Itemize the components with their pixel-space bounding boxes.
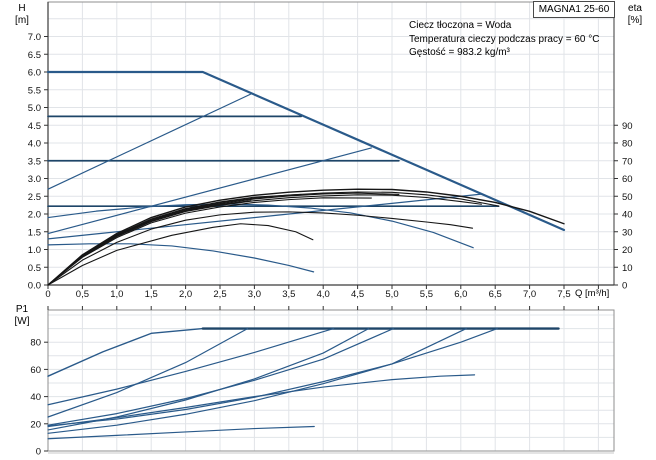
h-axis-unit-symbol: H bbox=[18, 3, 26, 14]
curve-eta-pp-2 bbox=[47, 197, 372, 286]
curve-prop-pressure-3 bbox=[47, 93, 252, 190]
curve-eta-speed-I bbox=[47, 223, 314, 286]
q-tick-label: 6,5 bbox=[489, 289, 502, 300]
eta-tick-label: 70 bbox=[622, 156, 633, 167]
h-tick-label: 1.5 bbox=[28, 227, 41, 238]
curve-p1-cp-2.25 bbox=[47, 328, 498, 427]
q-axis-label: Q [m³/h] bbox=[575, 288, 610, 299]
q-tick-label: 0 bbox=[45, 289, 50, 300]
h-tick-label: 4.0 bbox=[28, 139, 41, 150]
q-tick-label: 2,5 bbox=[213, 289, 226, 300]
eta-tick-label: 0 bbox=[622, 281, 627, 292]
p1-axis-unit-symbol: P1 bbox=[15, 304, 29, 315]
eta-tick-label: 50 bbox=[622, 192, 633, 203]
h-tick-label: 3.0 bbox=[28, 174, 41, 185]
eta-axis-unit-symbol: eta bbox=[628, 3, 642, 14]
p1-axis-unit: P1 [W] bbox=[4, 304, 40, 328]
h-tick-label: 2.5 bbox=[28, 192, 41, 203]
h-tick-label: 5.0 bbox=[28, 103, 41, 114]
q-tick-label: 2,0 bbox=[179, 289, 192, 300]
q-tick-label: 6,0 bbox=[454, 289, 467, 300]
curve-eta-max bbox=[47, 188, 565, 286]
pump-model-title: MAGNA1 25-60 bbox=[533, 1, 615, 18]
h-tick-label: 5.5 bbox=[28, 85, 41, 96]
q-tick-label: 7,5 bbox=[557, 289, 570, 300]
h-tick-label: 4.5 bbox=[28, 121, 41, 132]
h-tick-label: 6.0 bbox=[28, 68, 41, 79]
p1-tick-label: 60 bbox=[30, 365, 41, 376]
curve-eta-speed-II bbox=[47, 211, 474, 286]
q-tick-label: 1,5 bbox=[145, 289, 158, 300]
h-tick-label: 2.0 bbox=[28, 210, 41, 221]
fluid-info-line-2: Temperatura cieczy podczas pracy = 60 °C bbox=[409, 33, 600, 45]
q-tick-label: 5,0 bbox=[385, 289, 398, 300]
curve-eta-pp-3 bbox=[47, 200, 252, 286]
q-tick-label: 4,0 bbox=[317, 289, 330, 300]
p1-tick-label: 40 bbox=[30, 392, 41, 403]
eta-tick-label: 40 bbox=[622, 210, 633, 221]
q-tick-label: 1,0 bbox=[110, 289, 123, 300]
h-tick-label: 1.0 bbox=[28, 245, 41, 256]
p1-tick-label: 20 bbox=[30, 419, 41, 430]
curve-p1-pp-1 bbox=[47, 328, 467, 434]
h-tick-label: 6.5 bbox=[28, 50, 41, 61]
eta-axis-unit: eta [%] bbox=[617, 3, 653, 27]
curve-p1-speed-I bbox=[47, 425, 315, 440]
eta-tick-label: 90 bbox=[622, 121, 633, 132]
p1-tick-label: 80 bbox=[30, 338, 41, 349]
eta-tick-label: 60 bbox=[622, 174, 633, 185]
h-tick-label: 0.5 bbox=[28, 263, 41, 274]
curve-p1-cp-4.75 bbox=[47, 328, 335, 406]
p1-tick-label: 0 bbox=[36, 447, 41, 458]
q-tick-label: 7,0 bbox=[523, 289, 536, 300]
curve-speed-curve-II bbox=[47, 203, 474, 249]
q-tick-label: 0,5 bbox=[76, 289, 89, 300]
curve-p1-speed-II bbox=[47, 374, 476, 428]
q-tick-label: 3,5 bbox=[282, 289, 295, 300]
q-tick-label: 4,5 bbox=[351, 289, 364, 300]
curve-max-curve bbox=[46, 70, 566, 232]
curve-prop-pressure-2 bbox=[47, 147, 372, 235]
fluid-info-block: Ciecz tłoczona = Woda Temperatura cieczy… bbox=[409, 19, 599, 60]
h-tick-label: 7.0 bbox=[28, 32, 41, 43]
q-tick-label: 5,5 bbox=[420, 289, 433, 300]
eta-tick-label: 30 bbox=[622, 227, 633, 238]
fluid-info-line-1: Ciecz tłoczona = Woda bbox=[409, 20, 512, 31]
h-tick-label: 0.0 bbox=[28, 281, 41, 292]
curve-p1-pp-3 bbox=[47, 328, 249, 418]
fluid-info-line-3: Gęstość = 983.2 kg/m³ bbox=[409, 47, 510, 58]
p1-axis-unit-measure: [W] bbox=[14, 316, 30, 327]
curve-eta-cp-4.75 bbox=[47, 193, 302, 286]
h-axis-unit: H [m] bbox=[4, 3, 40, 27]
curve-p1-max bbox=[47, 327, 204, 377]
curve-p1-pp-2 bbox=[47, 328, 370, 431]
eta-tick-label: 20 bbox=[622, 245, 633, 256]
q-tick-label: 3,0 bbox=[248, 289, 261, 300]
h-tick-label: 3.5 bbox=[28, 156, 41, 167]
eta-axis-unit-measure: [%] bbox=[627, 15, 643, 26]
curve-speed-curve-I bbox=[47, 243, 315, 273]
eta-tick-label: 80 bbox=[622, 139, 633, 150]
p1-chart-frame bbox=[47, 309, 615, 452]
eta-tick-label: 10 bbox=[622, 263, 633, 274]
h-axis-unit-measure: [m] bbox=[15, 15, 29, 26]
